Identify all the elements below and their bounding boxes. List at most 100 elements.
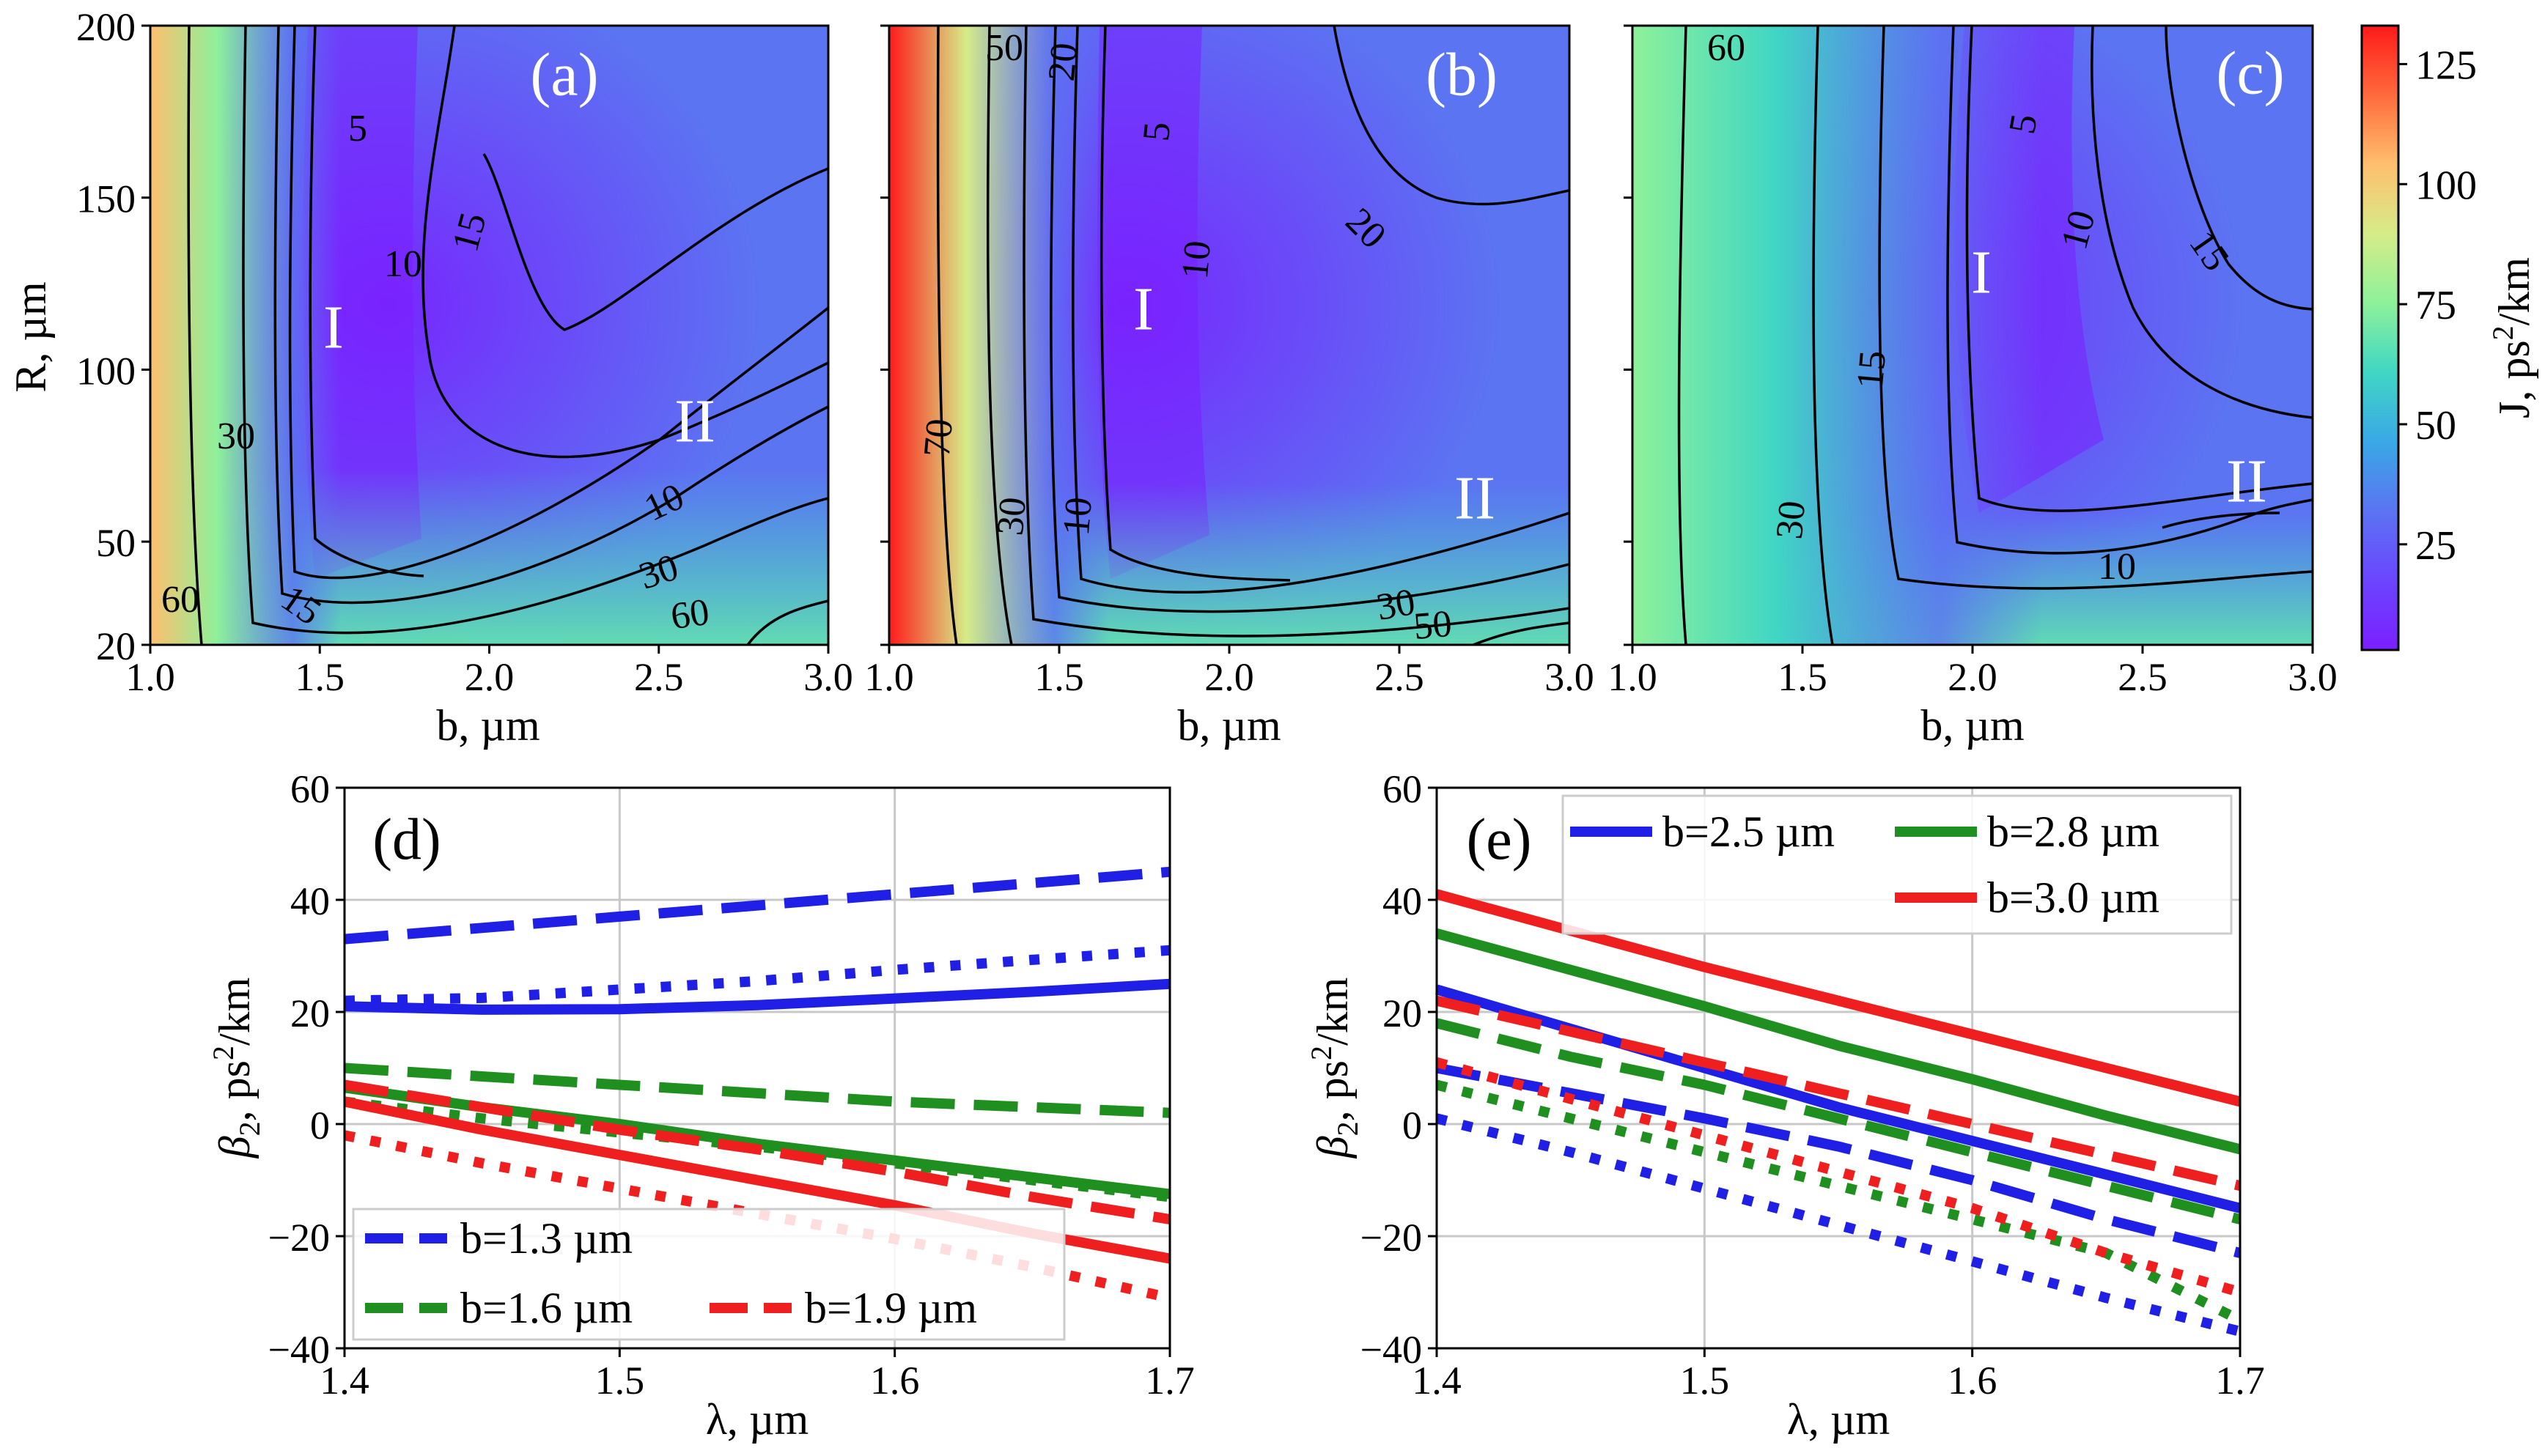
contour-label: 30: [1769, 499, 1813, 541]
y-tick-label: 100: [76, 349, 136, 393]
legend-d: b=1.3 µm b=1.6 µm b=1.9 µm: [352, 1208, 1066, 1341]
x-tick-label: 1.5: [1034, 655, 1084, 699]
colorbar-bar: [2360, 24, 2400, 651]
contour-label: 10: [384, 243, 422, 285]
region-label: II: [674, 387, 715, 455]
panel-label: (d): [372, 808, 441, 872]
line-chart-e: 1.4 1.5 1.6 1.7 −40 −20 0 20 40 60 (e) b=2.5 µm b…: [1305, 767, 2265, 1444]
y-tick-label: −20: [268, 1216, 330, 1260]
panel-label: (c): [2216, 39, 2284, 107]
line-chart-d: 1.4 1.5 1.6 1.7 −40 −20 0 20 40 60 (d) b=1.3 µm b…: [207, 767, 1195, 1444]
series-line: [1435, 995, 2242, 1191]
x-tick-label: 1.4: [1412, 1359, 1462, 1403]
contour-label: 10: [1056, 495, 1100, 537]
contour-label: 50: [985, 27, 1023, 69]
contour-label: 5: [1135, 120, 1179, 143]
y-tick-label: 60: [290, 767, 330, 811]
panel-label: (e): [1467, 808, 1532, 872]
contour-label: 50: [1412, 603, 1454, 648]
y-tick-label: 40: [1382, 879, 1422, 923]
y-tick-label: 0: [1402, 1104, 1422, 1148]
x-axis-title-b: b, µm: [1177, 701, 1281, 750]
x-axis-title-e: λ, µm: [1787, 1395, 1890, 1444]
series-line: [1435, 928, 2242, 1155]
x-tick-label: 1.5: [595, 1359, 645, 1403]
series-line: [343, 1130, 1171, 1304]
legend-item: b=1.3 µm: [460, 1214, 633, 1263]
colorbar-tick-label: 100: [2415, 163, 2477, 208]
x-tick-label: 2.5: [634, 655, 684, 699]
panel-c: 60 5 10 15 15 30 10 I II (c): [1631, 24, 2314, 646]
y-tick-label: 20: [290, 991, 330, 1035]
y-tick-label: −40: [268, 1328, 330, 1372]
contour-label: 60: [1707, 27, 1745, 69]
heatmap-a: 5 10 15 10 15 30 30 60 60 I II (a): [150, 26, 828, 645]
x-tick-label: 1.5: [1680, 1359, 1730, 1403]
contour-label: 10: [2098, 546, 2136, 588]
heatmap-b: 50 20 5 10 20 70 30 10 30 50 I II (b): [889, 26, 1569, 648]
series-e: [1435, 889, 2243, 1337]
y-tick-label: 50: [96, 521, 136, 565]
series-line: [344, 1096, 1171, 1202]
x-tick-label: 1.5: [295, 655, 345, 699]
series-line: [1435, 1063, 2242, 1258]
series-line: [1435, 1018, 2242, 1224]
region-label: II: [2226, 447, 2267, 515]
legend-item: b=2.5 µm: [1662, 808, 1835, 856]
panel-label: (b): [1426, 40, 1498, 108]
series-line: [344, 1063, 1171, 1118]
x-tick-label: 3.0: [2288, 655, 2338, 699]
x-tick-label: 2.0: [465, 655, 515, 699]
x-tick-label: 1.6: [870, 1359, 920, 1403]
colorbar: 25 50 75 100 125 J, ps2/km: [2360, 24, 2538, 651]
y-tick-label: 200: [76, 5, 136, 49]
legend-item: b=3.0 µm: [1987, 873, 2159, 922]
heatmap-axis-titles: b, µm b, µm b, µm R, µm: [7, 281, 2025, 750]
y-axis-title-a: R, µm: [7, 281, 55, 392]
legend-item: b=1.6 µm: [460, 1284, 633, 1332]
y-tick-label: −20: [1360, 1216, 1422, 1260]
x-tick-label: 2.5: [1374, 655, 1424, 699]
y-tick-label: −40: [1360, 1328, 1422, 1372]
legend-item: b=2.8 µm: [1987, 808, 2159, 856]
x-tick-label: 1.7: [1145, 1359, 1195, 1403]
y-tick-label: 0: [310, 1104, 330, 1148]
colorbar-tick-label: 50: [2415, 403, 2456, 448]
region-label: I: [1971, 238, 1992, 306]
x-tick-label: 1.0: [125, 655, 175, 699]
colorbar-tick-label: 25: [2415, 523, 2456, 569]
colorbar-label: J, ps2/km: [2486, 257, 2538, 418]
series-line: [1435, 984, 2242, 1213]
y-tick-label: 20: [96, 624, 136, 668]
contour-label: 60: [161, 579, 199, 621]
series-line: [343, 1079, 1171, 1224]
series-line: [1435, 1057, 2242, 1298]
region-label: I: [1133, 275, 1154, 343]
x-tick-label: 2.5: [2118, 655, 2168, 699]
series-line: [344, 945, 1171, 1006]
contour-label: 5: [348, 108, 367, 149]
x-tick-label: 1.6: [1948, 1359, 1997, 1403]
legend-e: b=2.5 µm b=2.8 µm b=3.0 µm: [1561, 794, 2233, 935]
series-line: [1435, 1113, 2242, 1337]
contour-label: 30: [990, 495, 1034, 537]
colorbar-ticks: 25 50 75 100 125: [2398, 43, 2477, 569]
y-axis-title-d: β2, ps2/km: [207, 978, 266, 1159]
contour-label: 70: [916, 417, 961, 459]
y-tick-label: 150: [76, 177, 136, 221]
y-tick-label: 60: [1382, 767, 1422, 811]
y-axis-title-e: β2, ps2/km: [1305, 978, 1364, 1159]
panel-b: 50 20 5 10 20 70 30 10 30 50 I II (b): [888, 24, 1571, 648]
colorbar-tick-label: 125: [2415, 43, 2477, 88]
contour-label: 30: [217, 415, 255, 457]
x-tick-label: 2.0: [1948, 655, 1997, 699]
x-axis-title-a: b, µm: [436, 701, 539, 750]
panel-a: 5 10 15 10 15 30 30 60 60 I II (a): [149, 24, 830, 646]
heatmap-c: 60 5 10 15 15 30 10 I II (c): [1632, 26, 2313, 645]
contour-label: 60: [669, 591, 712, 638]
x-tick-label: 2.0: [1204, 655, 1254, 699]
x-axis-title-c: b, µm: [1920, 701, 2024, 750]
colorbar-tick-label: 75: [2415, 283, 2456, 328]
heatmap-axes: 1.0 1.5 2.0 2.5 3.0 20 50 100 150 200 1.0 1.5 2.0 2.5…: [76, 5, 2338, 699]
